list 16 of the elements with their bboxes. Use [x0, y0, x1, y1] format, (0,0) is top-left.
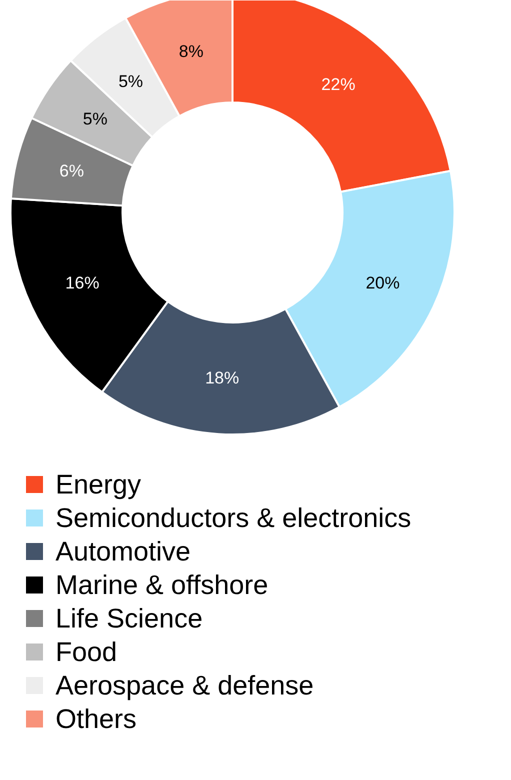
legend-label: Automotive: [56, 536, 191, 566]
legend-label: Others: [56, 704, 137, 734]
data-label: 5%: [118, 72, 144, 91]
data-label: 6%: [59, 162, 84, 181]
data-label: 16%: [65, 274, 100, 293]
legend-label: Marine & offshore: [56, 570, 268, 600]
legend-label: Life Science: [56, 604, 203, 634]
data-label: 18%: [205, 368, 240, 388]
data-label: 20%: [366, 274, 400, 293]
legend-label: Energy: [56, 470, 142, 500]
legend-label: Aerospace & defense: [56, 670, 314, 700]
data-label: 8%: [178, 42, 204, 62]
data-label: 22%: [321, 75, 356, 94]
legend-label: Semiconductors & electronics: [56, 503, 412, 533]
data-label: 5%: [82, 110, 108, 129]
legend-label: Food: [56, 637, 118, 667]
